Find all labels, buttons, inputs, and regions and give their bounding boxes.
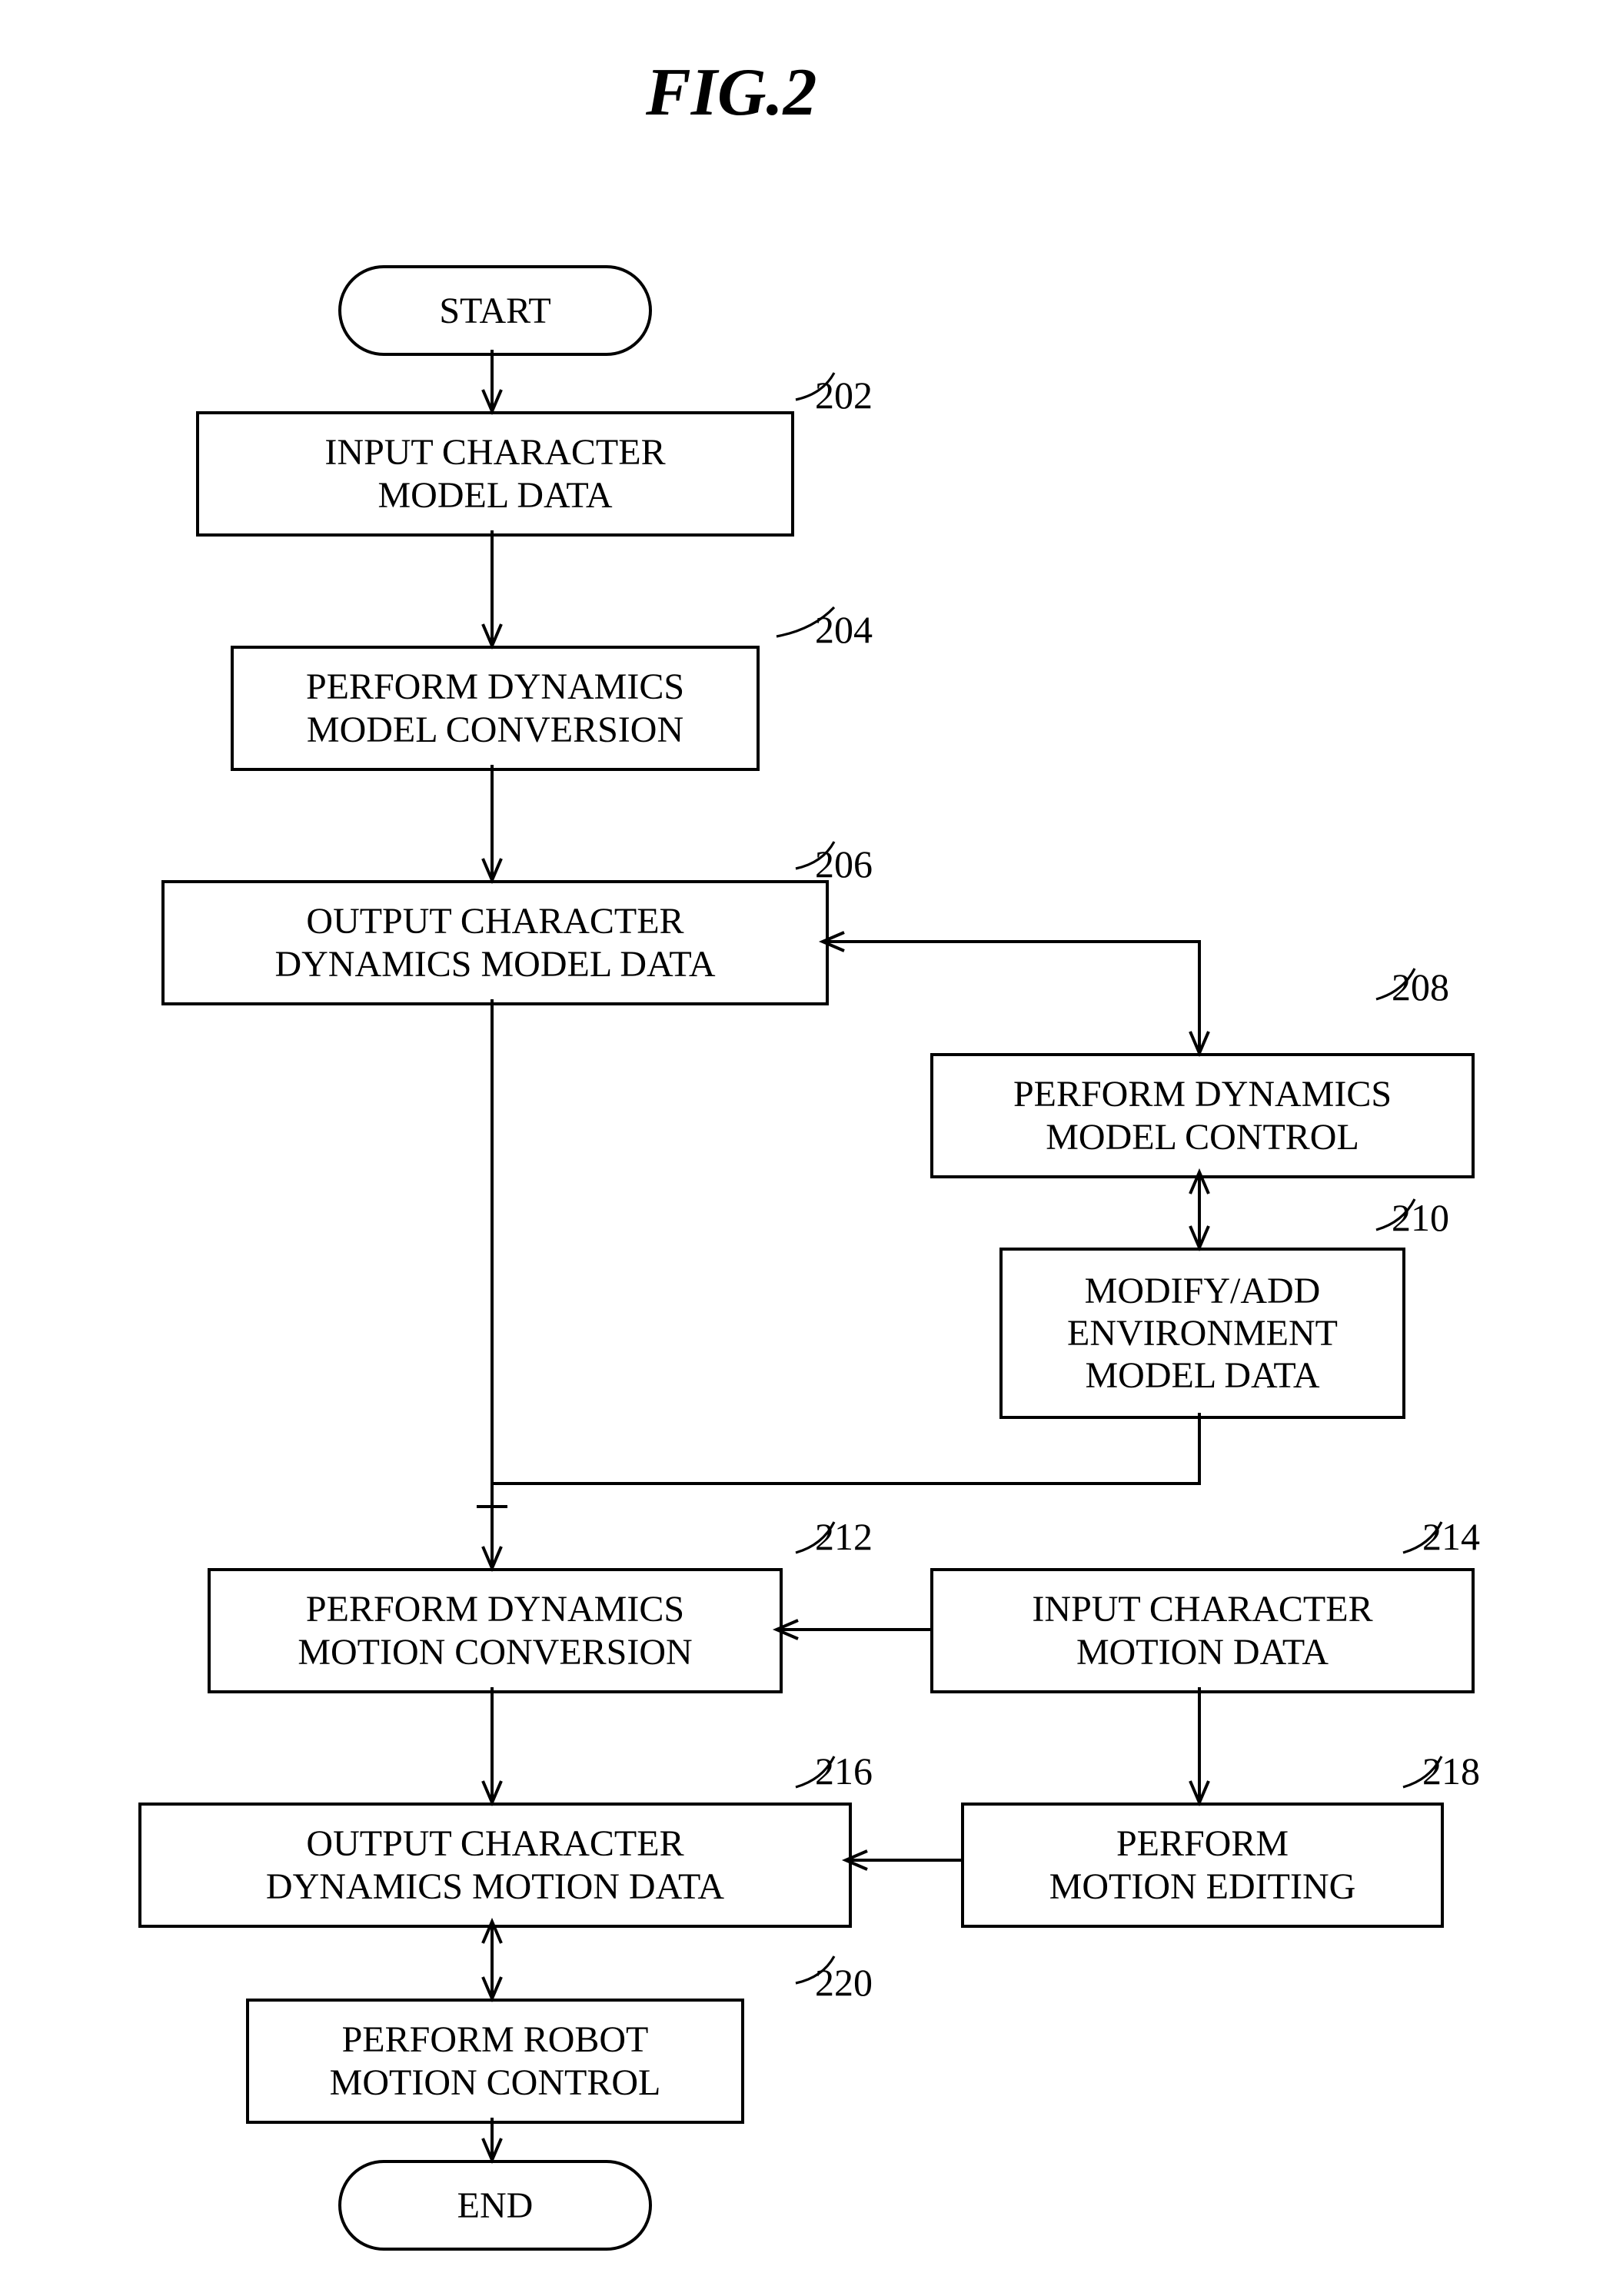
ref-label-220: 220 xyxy=(815,1960,873,2005)
process-text: OUTPUT CHARACTER DYNAMICS MOTION DATA xyxy=(266,1823,724,1907)
start-label: START xyxy=(439,290,550,332)
process-text: INPUT CHARACTER MOTION DATA xyxy=(1032,1588,1372,1673)
process-modify-add-environment-model-data: MODIFY/ADD ENVIRONMENT MODEL DATA xyxy=(999,1248,1405,1419)
ref-label-210: 210 xyxy=(1392,1195,1449,1240)
process-text: PERFORM DYNAMICS MOTION CONVERSION xyxy=(298,1588,692,1673)
end-label: END xyxy=(457,2185,534,2227)
process-output-character-dynamics-model-data: OUTPUT CHARACTER DYNAMICS MODEL DATA xyxy=(161,880,829,1005)
ref-label-208: 208 xyxy=(1392,965,1449,1009)
process-perform-dynamics-motion-conversion: PERFORM DYNAMICS MOTION CONVERSION xyxy=(208,1568,783,1693)
ref-label-204: 204 xyxy=(815,607,873,652)
process-perform-motion-editing: PERFORM MOTION EDITING xyxy=(961,1803,1444,1928)
start-terminator: START xyxy=(338,265,652,356)
ref-label-216: 216 xyxy=(815,1749,873,1793)
process-output-character-dynamics-motion-data: OUTPUT CHARACTER DYNAMICS MOTION DATA xyxy=(138,1803,852,1928)
process-text: PERFORM MOTION EDITING xyxy=(1049,1823,1356,1907)
process-input-character-model-data: INPUT CHARACTER MODEL DATA xyxy=(196,411,794,537)
process-perform-dynamics-model-control: PERFORM DYNAMICS MODEL CONTROL xyxy=(930,1053,1475,1178)
process-text: PERFORM DYNAMICS MODEL CONTROL xyxy=(1013,1073,1392,1158)
process-text: PERFORM DYNAMICS MODEL CONVERSION xyxy=(306,666,684,750)
process-text: INPUT CHARACTER MODEL DATA xyxy=(324,431,665,516)
ref-label-206: 206 xyxy=(815,842,873,886)
ref-label-202: 202 xyxy=(815,373,873,417)
process-perform-dynamics-model-conversion: PERFORM DYNAMICS MODEL CONVERSION xyxy=(231,646,760,771)
process-text: PERFORM ROBOT MOTION CONTROL xyxy=(330,2019,661,2103)
process-perform-robot-motion-control: PERFORM ROBOT MOTION CONTROL xyxy=(246,1999,744,2124)
end-terminator: END xyxy=(338,2160,652,2251)
ref-label-214: 214 xyxy=(1422,1514,1480,1559)
ref-label-212: 212 xyxy=(815,1514,873,1559)
process-text: MODIFY/ADD ENVIRONMENT MODEL DATA xyxy=(1067,1270,1338,1397)
process-text: OUTPUT CHARACTER DYNAMICS MODEL DATA xyxy=(274,900,715,985)
ref-label-218: 218 xyxy=(1422,1749,1480,1793)
flowchart-container: FIG.2 START END INPUT CHARACTER MODEL DA… xyxy=(0,0,1603,2296)
process-input-character-motion-data: INPUT CHARACTER MOTION DATA xyxy=(930,1568,1475,1693)
figure-title: FIG.2 xyxy=(646,54,817,131)
